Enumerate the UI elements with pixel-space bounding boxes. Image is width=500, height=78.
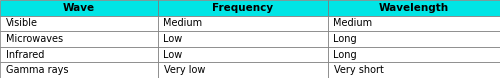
Bar [328, 31, 500, 47]
Bar [0, 47, 158, 62]
Bar [0, 31, 158, 47]
Bar [328, 62, 500, 78]
Bar [158, 62, 328, 78]
Bar [328, 16, 500, 31]
Bar [328, 0, 500, 16]
Text: Wave: Wave [62, 3, 95, 13]
Text: Infrared: Infrared [6, 50, 44, 60]
Text: Long: Long [334, 50, 357, 60]
Text: Visible: Visible [6, 18, 38, 28]
Bar [158, 47, 328, 62]
Bar [0, 62, 158, 78]
Bar [0, 16, 158, 31]
Bar [328, 47, 500, 62]
Text: Low: Low [164, 50, 183, 60]
Text: Medium: Medium [164, 18, 202, 28]
Text: Frequency: Frequency [212, 3, 273, 13]
Text: Low: Low [164, 34, 183, 44]
Text: Very short: Very short [334, 65, 384, 75]
Text: Very low: Very low [164, 65, 205, 75]
Text: Microwaves: Microwaves [6, 34, 63, 44]
Text: Medium: Medium [334, 18, 372, 28]
Bar [158, 0, 328, 16]
Text: Wavelength: Wavelength [378, 3, 449, 13]
Bar [158, 16, 328, 31]
Text: Gamma rays: Gamma rays [6, 65, 68, 75]
Bar [158, 31, 328, 47]
Bar [0, 0, 158, 16]
Text: Long: Long [334, 34, 357, 44]
